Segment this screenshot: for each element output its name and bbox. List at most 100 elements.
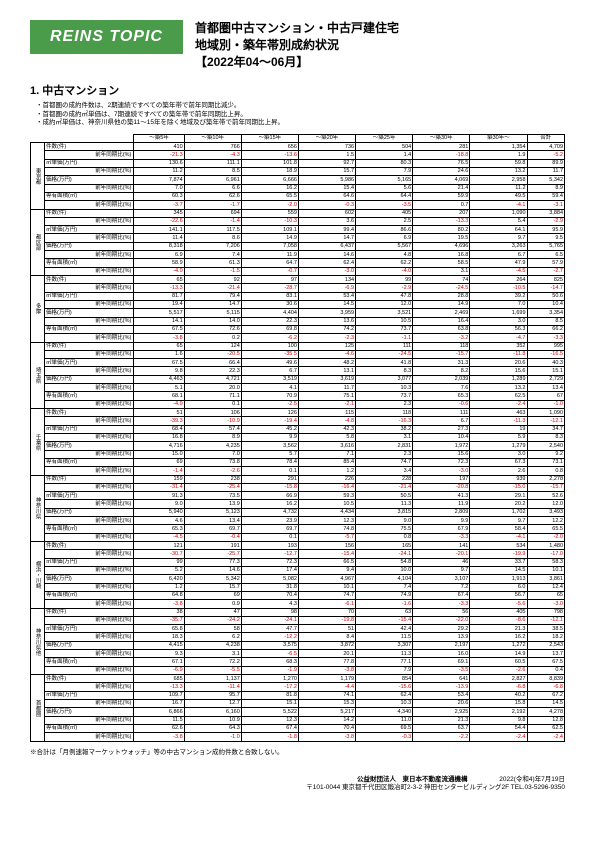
section-title: 1. 中古マンション — [30, 82, 565, 98]
table-cell: -1.4 — [184, 217, 241, 225]
table-cell: 7.4 — [356, 583, 413, 591]
table-cell: 59.3 — [298, 492, 355, 500]
sub-label: 前年同期比(%) — [45, 300, 134, 308]
table-cell: 22.3 — [241, 317, 298, 325]
table-cell: 65.3 — [413, 392, 470, 400]
table-cell: 504 — [356, 143, 413, 151]
table-cell: 65.3 — [134, 525, 184, 533]
table-cell: -4.0 — [134, 267, 184, 275]
table-cell: 59.4 — [527, 192, 565, 200]
sub-label: 前年同期比(%) — [45, 350, 134, 358]
table-cell: 47.7 — [241, 625, 298, 633]
table-cell: 65 — [134, 342, 184, 350]
table-cell: 226 — [298, 475, 355, 483]
table-cell: 67.9 — [413, 525, 470, 533]
metric-label: 専有面積(㎡) — [45, 458, 134, 466]
table-cell: -2.9 — [527, 217, 565, 225]
table-cell: -10.3 — [241, 217, 298, 225]
table-cell: 5,765 — [527, 242, 565, 250]
table-cell: -16.4 — [298, 483, 355, 491]
table-cell: 3,263 — [470, 242, 527, 250]
sub-label: 前年同期比(%) — [45, 384, 134, 392]
table-cell: -28.7 — [241, 284, 298, 292]
table-cell: 15.1 — [527, 367, 565, 375]
table-cell: 69 — [184, 591, 241, 599]
table-cell: 3.0 — [470, 317, 527, 325]
table-cell: 95.9 — [527, 226, 565, 234]
note-3: ・成約㎡単価は、神奈川県他の築11～15年を除く地域及び築年帯で前年同期比上昇。 — [36, 119, 565, 127]
table-cell: 1,702 — [470, 508, 527, 516]
pub-date: 2022(令和4)年7月19日 — [499, 776, 565, 783]
area-多摩: 多摩 — [31, 276, 45, 343]
sub-label: 前年同期比(%) — [45, 184, 134, 192]
table-cell: 14.2 — [298, 716, 355, 724]
table-cell: 13.6 — [298, 317, 355, 325]
table-cell: 51 — [298, 625, 355, 633]
table-cell: 1,972 — [413, 442, 470, 450]
table-cell: 14.0 — [184, 317, 241, 325]
metric-label: 価格(万円) — [45, 641, 134, 649]
metric-label: 価格(万円) — [45, 442, 134, 450]
table-cell: 40.3 — [527, 359, 565, 367]
sub-label: 前年同期比(%) — [45, 517, 134, 525]
table-cell: 2,469 — [413, 309, 470, 317]
table-cell: 685 — [134, 675, 184, 683]
area-千葉県: 千葉県 — [31, 409, 45, 476]
table-cell: 111 — [413, 409, 470, 417]
table-cell: 8,839 — [527, 675, 565, 683]
table-cell: 62.4 — [298, 259, 355, 267]
table-cell: 281 — [413, 143, 470, 151]
table-cell: -35.7 — [134, 616, 184, 624]
metric-label: ㎡単価(万円) — [45, 159, 134, 167]
table-cell: 15.6 — [413, 450, 470, 458]
table-cell: 30.6 — [241, 300, 298, 308]
table-cell: -15.7 — [527, 483, 565, 491]
sub-label: 前年同期比(%) — [45, 666, 134, 674]
table-cell: -24.5 — [413, 284, 470, 292]
table-cell: -1.8 — [241, 733, 298, 741]
table-cell: 4,709 — [527, 143, 565, 151]
table-cell: 559 — [241, 209, 298, 217]
sub-label: 前年同期比(%) — [45, 433, 134, 441]
table-cell: 4,069 — [413, 176, 470, 184]
table-cell: 7.0 — [470, 300, 527, 308]
table-cell: -3.7 — [134, 201, 184, 209]
metric-label: 価格(万円) — [45, 309, 134, 317]
table-cell: 5,342 — [527, 176, 565, 184]
table-cell: 63.7 — [413, 724, 470, 732]
table-cell: 101.8 — [241, 159, 298, 167]
table-cell: 197 — [413, 475, 470, 483]
table-cell: 3,562 — [241, 442, 298, 450]
table-cell: 2,039 — [413, 375, 470, 383]
table-cell: -6.8 — [527, 683, 565, 691]
table-cell: 62.2 — [356, 259, 413, 267]
metric-label: 価格(万円) — [45, 508, 134, 516]
table-cell: 9.9 — [413, 517, 470, 525]
table-cell: 5,986 — [298, 176, 355, 184]
table-cell: 1.5 — [298, 151, 355, 159]
table-cell: 5,342 — [184, 575, 241, 583]
table-cell: 2,827 — [470, 675, 527, 683]
table-cell: 16.8 — [413, 251, 470, 259]
table-cell: -0.4 — [184, 533, 241, 541]
table-cell: -15.0 — [470, 483, 527, 491]
table-cell: 4,434 — [298, 508, 355, 516]
table-cell: 20.6 — [413, 699, 470, 707]
table-cell: 27.3 — [413, 425, 470, 433]
table-cell: 10.4 — [527, 300, 565, 308]
table-cell: 7.0 — [134, 184, 184, 192]
table-cell: 16.2 — [241, 500, 298, 508]
table-cell: 11.0 — [356, 716, 413, 724]
table-cell: 85.4 — [298, 458, 355, 466]
table-cell: 2,925 — [413, 708, 470, 716]
table-cell: 3.1 — [413, 267, 470, 275]
sub-label: 前年同期比(%) — [45, 699, 134, 707]
table-cell: 534 — [470, 542, 527, 550]
table-cell: -19.8 — [298, 616, 355, 624]
table-cell: 5,217 — [298, 708, 355, 716]
table-cell: -11.4 — [184, 683, 241, 691]
table-cell: 5.1 — [134, 384, 184, 392]
table-cell: 4,104 — [356, 575, 413, 583]
table-cell: -6.8 — [470, 683, 527, 691]
table-cell: 75.1 — [298, 392, 355, 400]
